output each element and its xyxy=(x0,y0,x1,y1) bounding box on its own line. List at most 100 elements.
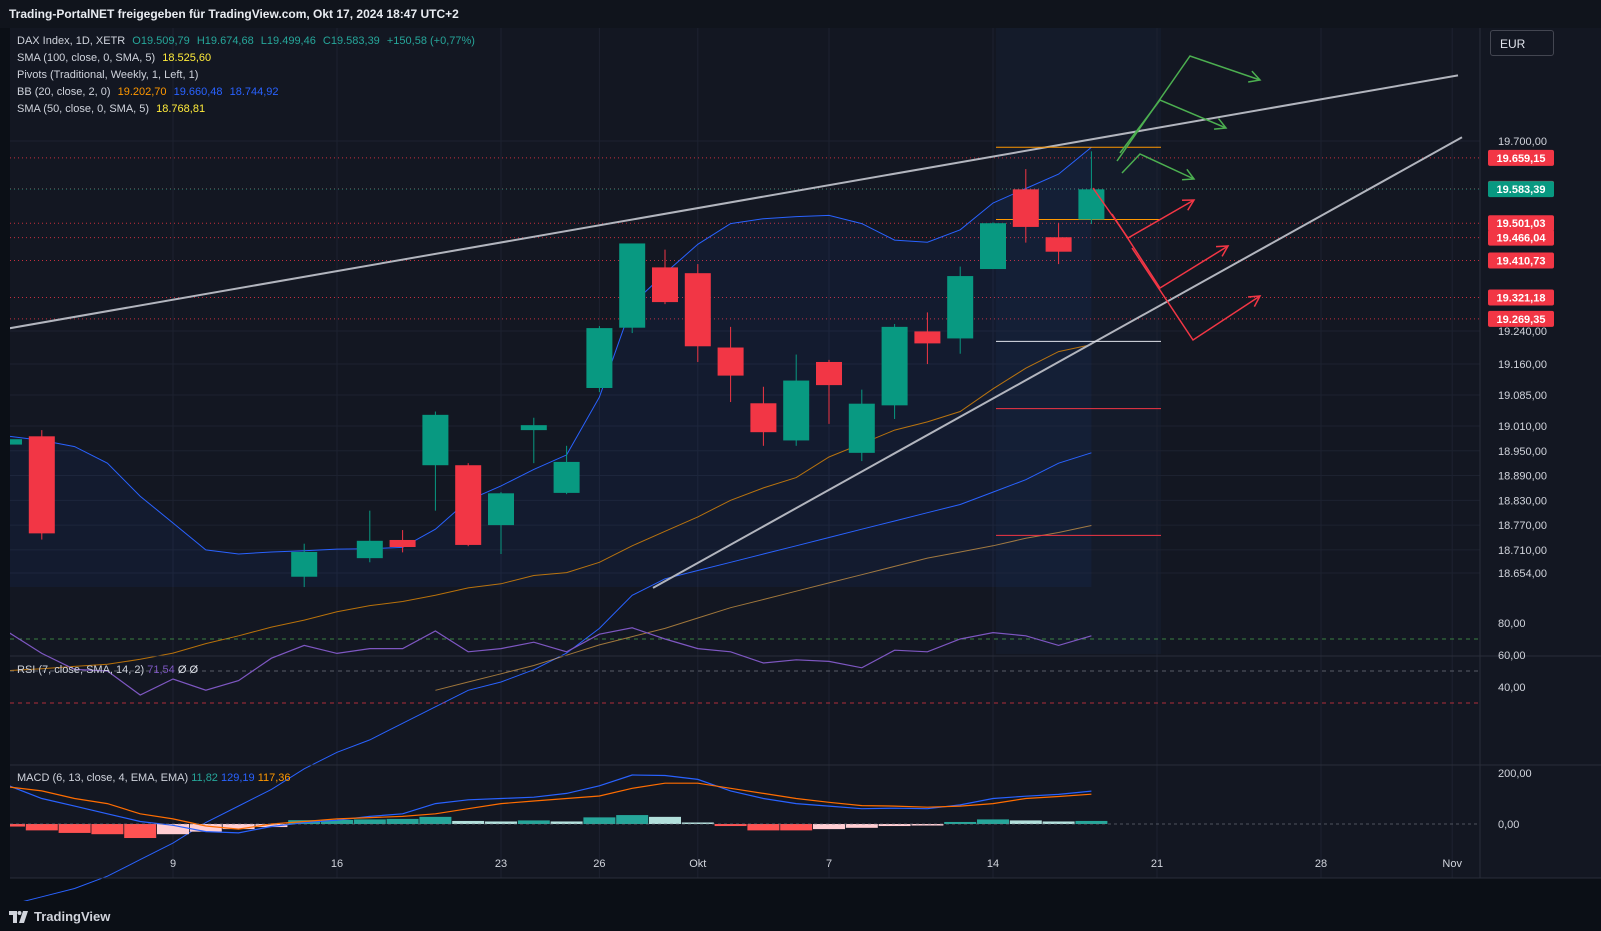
price-label-3: 19.501,03 xyxy=(1497,218,1546,230)
macd-hist-bar-0 xyxy=(10,824,25,827)
rsi-line xyxy=(10,627,1092,696)
price-tick-label-0: 19.700,00 xyxy=(1498,136,1547,148)
legend-rsi-extra1: Ø xyxy=(177,664,187,676)
legend-pivots-label: Pivots (Traditional, Weekly, 1, Left, 1) xyxy=(17,69,199,81)
macd-hist-bar-26 xyxy=(845,824,878,828)
candle-body-16 xyxy=(783,380,810,441)
price-label-box-5 xyxy=(1488,252,1554,269)
candle-body-3 xyxy=(356,540,383,559)
time-tick-label-7: 21 xyxy=(1151,858,1163,870)
legend-rsi-value: 71,54 xyxy=(147,664,175,676)
time-tick-label-1: 16 xyxy=(331,858,343,870)
candle-body-1 xyxy=(28,436,55,534)
legend-bb: BB (20, close, 2, 0) 19.202,70 19.660,48… xyxy=(17,84,475,101)
time-tick-label-3: 26 xyxy=(593,858,605,870)
projection-arrow-up-1-head xyxy=(1248,70,1262,83)
legend-macd-label: MACD (6, 13, close, 4, EMA, EMA) xyxy=(17,772,189,784)
tradingview-logo-text: TradingView xyxy=(34,909,111,924)
legend-sma50: SMA (50, close, 0, SMA, 5) 18.768,81 xyxy=(17,101,475,118)
legend-high: H19.674,68 xyxy=(196,35,254,47)
price-label-box-6 xyxy=(1488,289,1554,306)
price-tick-label-7: 18.830,00 xyxy=(1498,495,1547,507)
plot-background xyxy=(10,28,1480,878)
macd-tick-label-0: 200,00 xyxy=(1498,768,1532,780)
currency-button[interactable]: EUR xyxy=(1490,30,1554,56)
price-label-2: 19.583,39 xyxy=(1497,184,1546,196)
projection-arrow-down-1-head xyxy=(1181,199,1196,211)
candle-body-13 xyxy=(684,273,711,347)
macd-hist-bar-32 xyxy=(1042,821,1075,824)
legend-sma50-label: SMA (50, close, 0, SMA, 5) xyxy=(17,103,150,115)
price-label-box-2 xyxy=(1488,181,1554,198)
macd-hist-bar-2 xyxy=(58,824,91,833)
legend-sma50-value: 18.768,81 xyxy=(156,103,206,115)
price-tick-label-4: 19.010,00 xyxy=(1498,421,1547,433)
macd-hist-bar-24 xyxy=(780,824,813,831)
tradingview-logo[interactable]: TradingView xyxy=(9,909,110,924)
macd-hist-bar-13 xyxy=(419,816,452,824)
time-tick-label-4: Okt xyxy=(689,858,706,870)
price-tick-label-10: 18.654,00 xyxy=(1498,568,1547,580)
chart-canvas[interactable]: 19.700,00 19.240,00 19.160,00 19.085,00 19.0… xyxy=(10,28,1601,901)
candle-body-12 xyxy=(652,267,678,303)
price-label-6: 19.321,18 xyxy=(1497,292,1546,304)
macd-hist-bar-3 xyxy=(91,824,124,835)
projection-arrow-up-2-head xyxy=(1213,118,1228,130)
candle-body-10 xyxy=(586,328,613,388)
price-tick-label-8: 18.770,00 xyxy=(1498,520,1547,532)
macd-hist-bar-14 xyxy=(452,820,485,824)
legend-sma100: SMA (100, close, 0, SMA, 5) 18.525,60 xyxy=(17,50,475,67)
candle-body-17 xyxy=(816,361,842,386)
macd-hist-bar-33 xyxy=(1075,820,1108,824)
chart-footer: TradingView xyxy=(0,901,1601,931)
macd-hist-bar-18 xyxy=(583,817,616,824)
price-scale-background xyxy=(1480,28,1601,878)
time-tick-label-9: Nov xyxy=(1442,858,1462,870)
legend-macd-signal: 117,36 xyxy=(257,772,291,784)
bollinger-upper-line xyxy=(10,146,1092,555)
legend-bb-lower: 18.744,92 xyxy=(229,86,279,98)
time-tick-label-6: 14 xyxy=(987,858,999,870)
macd-hist-bar-25 xyxy=(813,824,845,830)
candle-body-25 xyxy=(1078,189,1105,220)
macd-hist-bar-17 xyxy=(550,821,583,824)
legend-macd: MACD (6, 13, close, 4, EMA, EMA) 11,82 1… xyxy=(17,772,291,784)
price-label-box-7 xyxy=(1488,310,1554,327)
candle-body-22 xyxy=(980,223,1006,270)
macd-hist-bar-15 xyxy=(485,821,517,824)
legend-bb-label: BB (20, close, 2, 0) xyxy=(17,86,111,98)
rsi-tick-label-1: 60,00 xyxy=(1498,650,1526,662)
macd-hist-bar-27 xyxy=(878,824,911,827)
candle-body-18 xyxy=(848,403,875,453)
sma50-line xyxy=(435,525,1092,691)
macd-hist-bar-1 xyxy=(25,824,58,831)
price-tick-label-9: 18.710,00 xyxy=(1498,545,1547,557)
legend-rsi-label: RSI (7, close, SMA, 14, 2) xyxy=(17,664,145,676)
projection-arrow-down-3 xyxy=(1131,247,1261,342)
price-tick-label-5: 18.950,00 xyxy=(1498,446,1547,458)
price-label-4: 19.466,04 xyxy=(1497,233,1547,245)
projection-arrow-up-3 xyxy=(1121,153,1195,180)
candle-body-21 xyxy=(947,276,974,339)
candle-body-9 xyxy=(553,461,580,493)
macd-hist-bar-23 xyxy=(747,824,780,831)
projection-arrow-up-1 xyxy=(1116,55,1261,162)
main-legend: DAX Index, 1D, XETR O19.509,79 H19.674,6… xyxy=(17,33,475,118)
lower-trendline xyxy=(652,136,1463,589)
chart-area[interactable]: 19.700,00 19.240,00 19.160,00 19.085,00 19.0… xyxy=(10,28,1601,901)
price-label-box-0 xyxy=(1488,149,1554,166)
legend-low: L19.499,46 xyxy=(260,35,316,47)
price-label-7: 19.269,35 xyxy=(1497,314,1546,326)
macd-hist-bar-22 xyxy=(714,824,747,827)
macd-hist-bar-11 xyxy=(353,819,386,824)
price-label-0: 19.659,15 xyxy=(1497,153,1546,165)
candle-body-8 xyxy=(520,425,547,431)
legend-macd-hist: 11,82 xyxy=(191,772,218,784)
legend-main: DAX Index, 1D, XETR O19.509,79 H19.674,6… xyxy=(17,33,475,50)
macd-signal-line xyxy=(10,782,1092,830)
legend-change: +150,58 (+0,77%) xyxy=(386,35,475,47)
macd-hist-bar-6 xyxy=(189,824,222,832)
macd-hist-bar-4 xyxy=(124,824,157,839)
candle-body-14 xyxy=(717,347,744,376)
macd-hist-bar-29 xyxy=(944,821,977,824)
